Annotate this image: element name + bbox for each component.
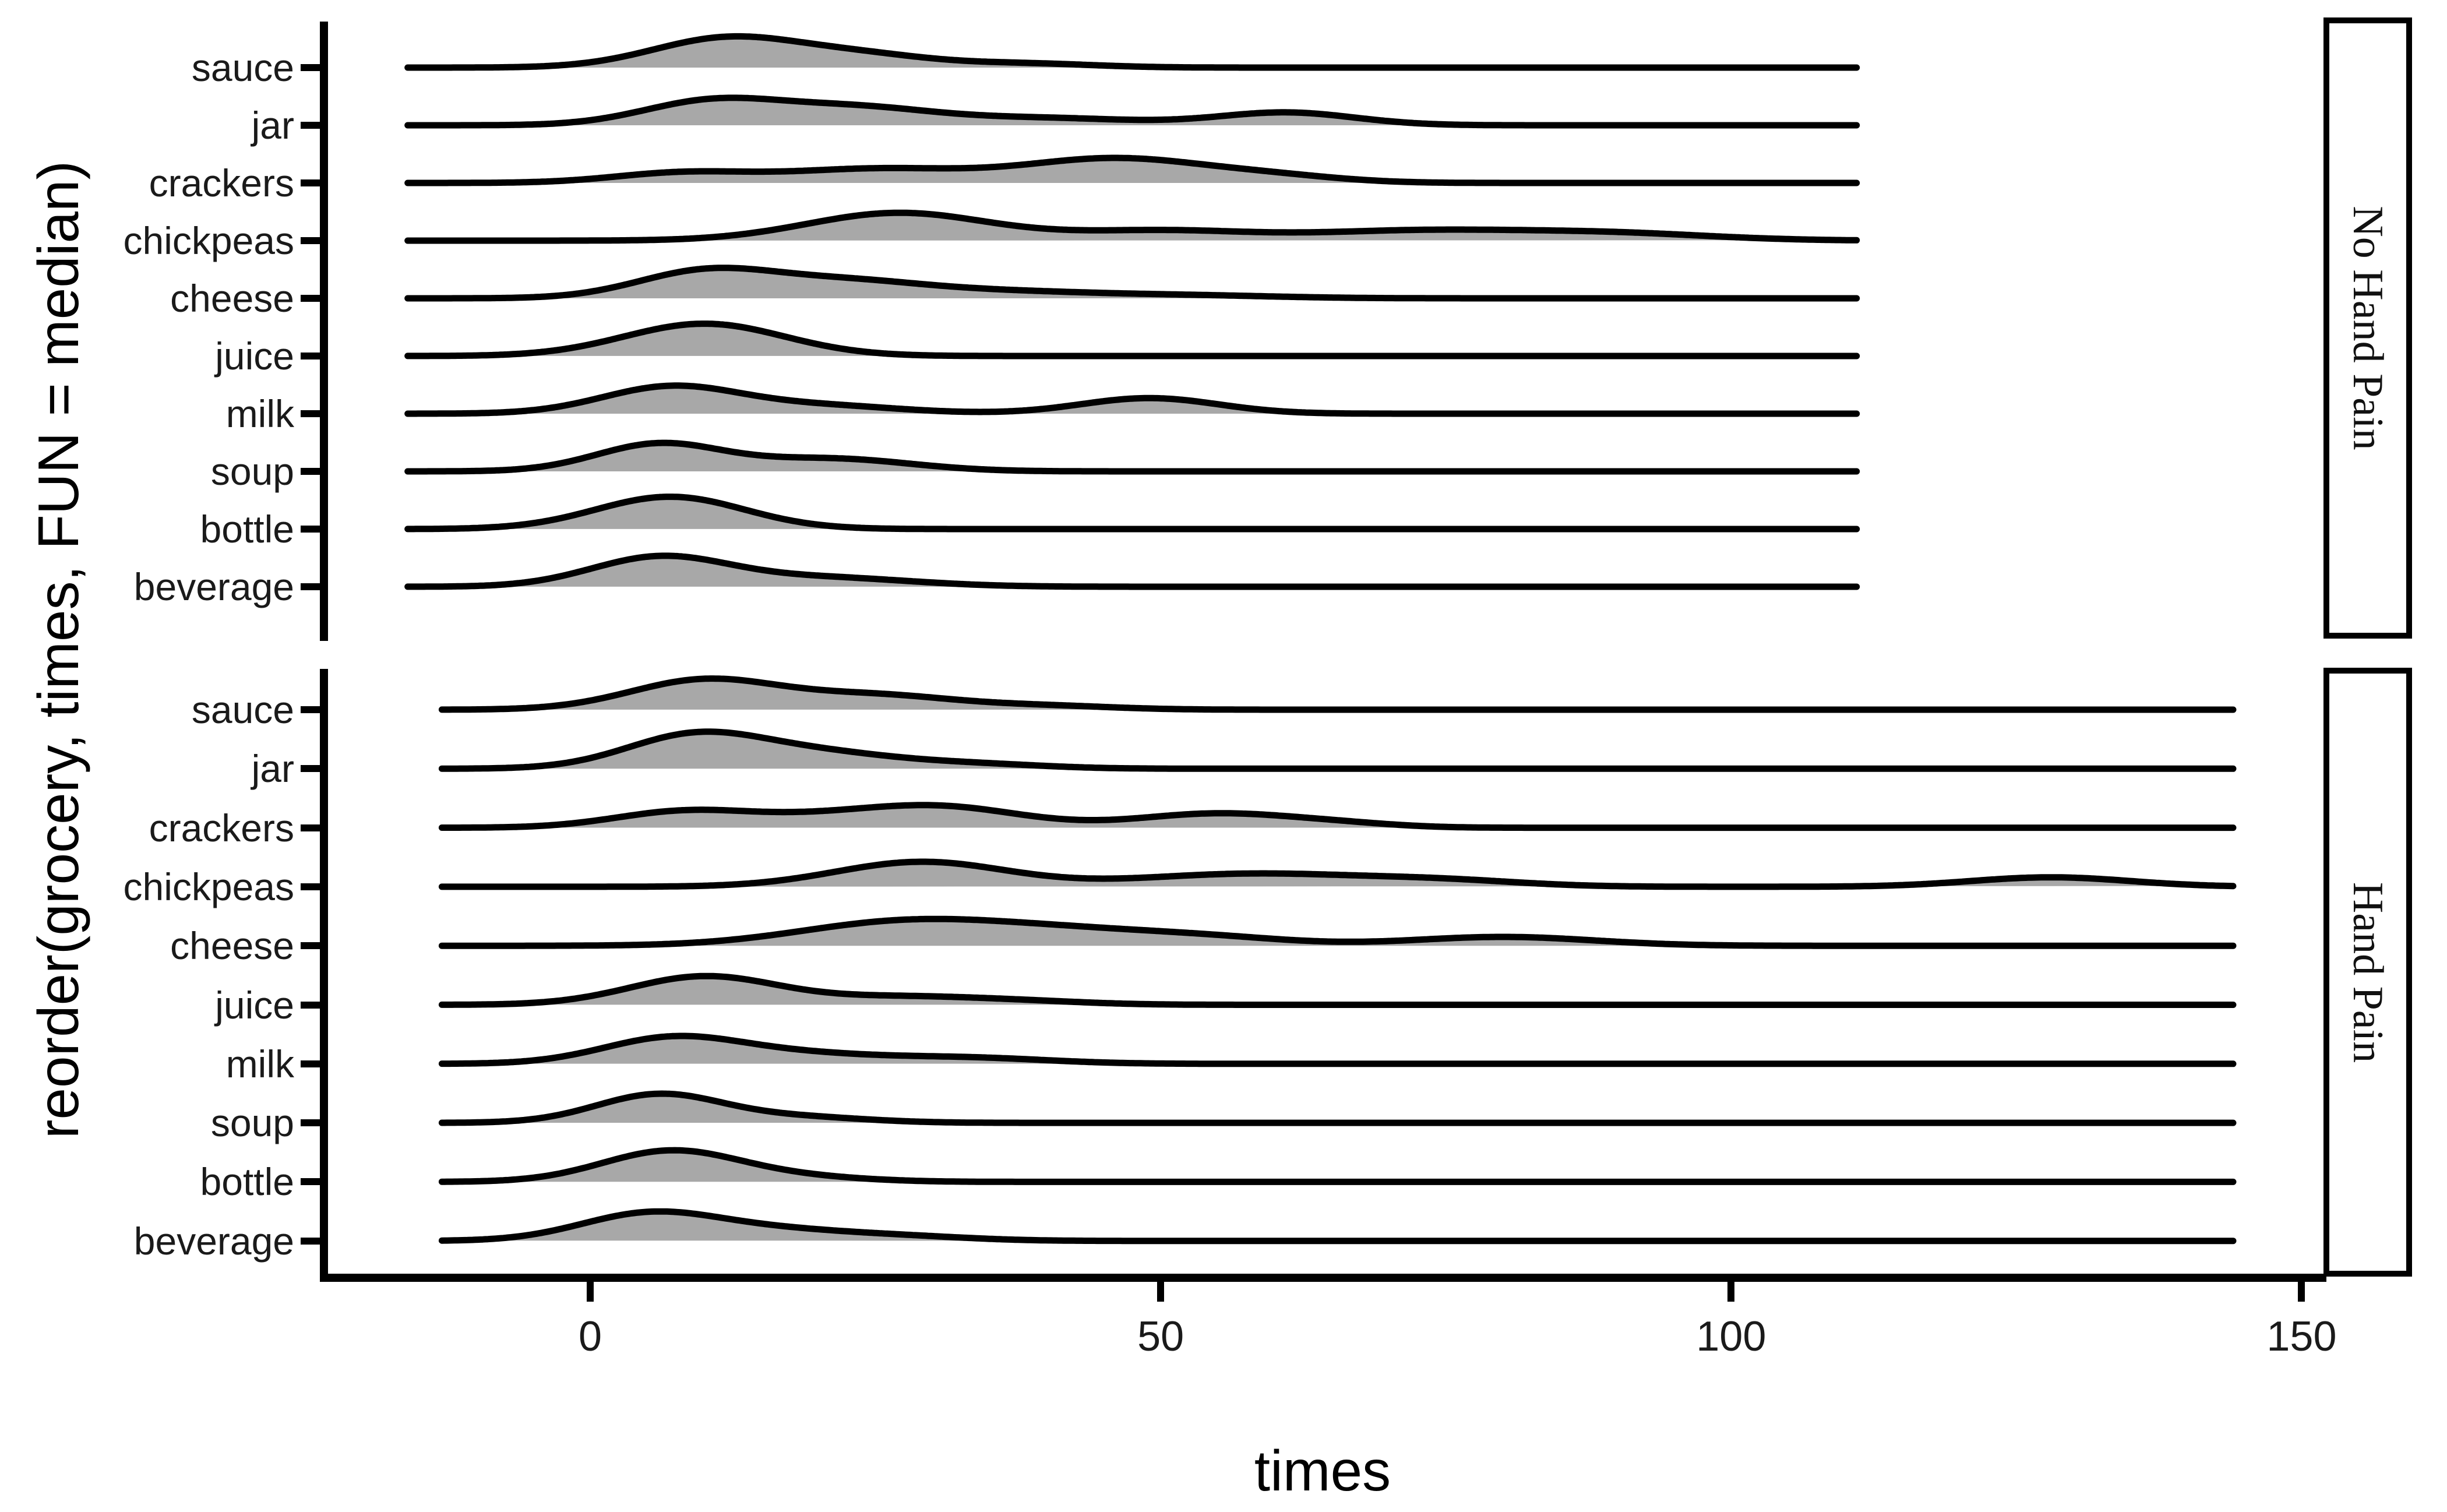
- y-category-label-crackers: crackers: [149, 806, 294, 850]
- density-curve-no-hand-pain-bottle: [404, 494, 1860, 533]
- density-curve-no-hand-pain-juice: [404, 320, 1860, 360]
- density-curve-no-hand-pain-sauce: [404, 33, 1860, 71]
- density-curve-hand-pain-soup: [438, 1090, 2237, 1126]
- y-tick-juice: [301, 1001, 320, 1009]
- y-tick-juice: [301, 353, 320, 360]
- y-tick-cheese: [301, 942, 320, 950]
- y-tick-beverage: [301, 1237, 320, 1245]
- y-category-label-juice: juice: [215, 983, 294, 1027]
- density-curve-hand-pain-jar: [438, 728, 2237, 772]
- y-category-label-juice: juice: [215, 334, 294, 378]
- y-category-label-cheese: cheese: [170, 924, 294, 968]
- y-tick-beverage: [301, 583, 320, 590]
- y-tick-milk: [301, 1060, 320, 1067]
- x-tick-0: [587, 1282, 594, 1302]
- density-curve-no-hand-pain-soup: [404, 439, 1860, 475]
- y-category-label-bottle: bottle: [200, 1160, 294, 1204]
- y-category-label-beverage: beverage: [133, 565, 294, 608]
- y-tick-sauce: [301, 706, 320, 713]
- y-category-label-jar: jar: [251, 104, 294, 147]
- density-curve-hand-pain-cheese: [438, 915, 2237, 949]
- y-tick-crackers: [301, 179, 320, 186]
- x-axis-title: times: [1254, 1439, 1391, 1503]
- y-tick-crackers: [301, 824, 320, 831]
- y-category-label-bottle: bottle: [200, 507, 294, 551]
- x-tick-50: [1157, 1282, 1165, 1302]
- density-curve-no-hand-pain-milk: [404, 382, 1860, 417]
- density-curve-hand-pain-beverage: [438, 1208, 2237, 1245]
- y-category-label-beverage: beverage: [133, 1219, 294, 1263]
- y-category-label-sauce: sauce: [191, 688, 294, 731]
- y-tick-milk: [301, 410, 320, 417]
- density-curve-hand-pain-milk: [438, 1032, 2237, 1067]
- facet-strip-no-hand-pain: No Hand Pain: [2323, 17, 2412, 639]
- density-curve-hand-pain-bottle: [438, 1147, 2237, 1185]
- y-axis-line-top-panel: [320, 22, 328, 641]
- y-tick-bottle: [301, 1178, 320, 1186]
- y-axis-title: reorder(grocery, times, FUN = median): [26, 160, 90, 1139]
- y-category-label-soup: soup: [210, 1101, 294, 1145]
- density-curve-hand-pain-crackers: [438, 802, 2237, 831]
- density-curve-no-hand-pain-chickpeas: [404, 209, 1860, 244]
- y-tick-jar: [301, 122, 320, 129]
- density-curve-hand-pain-juice: [438, 972, 2237, 1008]
- y-tick-soup: [301, 1119, 320, 1127]
- density-curve-no-hand-pain-beverage: [404, 552, 1860, 590]
- x-tick-100: [1727, 1282, 1735, 1302]
- facet-strip-label: Hand Pain: [2344, 882, 2392, 1063]
- y-tick-cheese: [301, 295, 320, 302]
- y-category-label-crackers: crackers: [149, 161, 294, 205]
- y-tick-chickpeas: [301, 883, 320, 890]
- density-curve-hand-pain-chickpeas: [438, 858, 2237, 890]
- density-curve-no-hand-pain-crackers: [404, 154, 1860, 186]
- y-category-label-soup: soup: [210, 450, 294, 493]
- y-category-label-milk: milk: [225, 1042, 294, 1085]
- y-category-label-chickpeas: chickpeas: [123, 865, 295, 908]
- x-tick-label-50: 50: [1137, 1313, 1184, 1360]
- y-tick-sauce: [301, 64, 320, 71]
- x-tick-label-100: 100: [1696, 1313, 1767, 1360]
- facet-strip-hand-pain: Hand Pain: [2323, 668, 2412, 1277]
- facet-strip-label: No Hand Pain: [2344, 206, 2392, 450]
- x-tick-label-0: 0: [578, 1313, 602, 1360]
- y-tick-jar: [301, 765, 320, 773]
- y-tick-chickpeas: [301, 237, 320, 244]
- y-category-label-chickpeas: chickpeas: [123, 219, 295, 262]
- y-category-label-jar: jar: [251, 747, 294, 791]
- x-tick-150: [2298, 1282, 2305, 1302]
- y-category-label-sauce: sauce: [191, 46, 294, 89]
- y-tick-bottle: [301, 526, 320, 533]
- x-axis-line: [320, 1274, 2326, 1282]
- density-curve-no-hand-pain-cheese: [404, 265, 1860, 302]
- y-category-label-milk: milk: [225, 392, 294, 435]
- density-curve-no-hand-pain-jar: [404, 94, 1860, 129]
- y-axis-line-bottom-panel: [320, 669, 328, 1276]
- density-curve-hand-pain-sauce: [438, 675, 2237, 713]
- y-category-label-cheese: cheese: [170, 277, 294, 320]
- y-tick-soup: [301, 468, 320, 475]
- x-tick-label-150: 150: [2266, 1313, 2337, 1360]
